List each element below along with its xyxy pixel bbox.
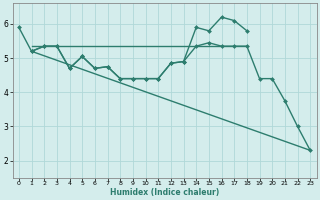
X-axis label: Humidex (Indice chaleur): Humidex (Indice chaleur) bbox=[110, 188, 219, 197]
